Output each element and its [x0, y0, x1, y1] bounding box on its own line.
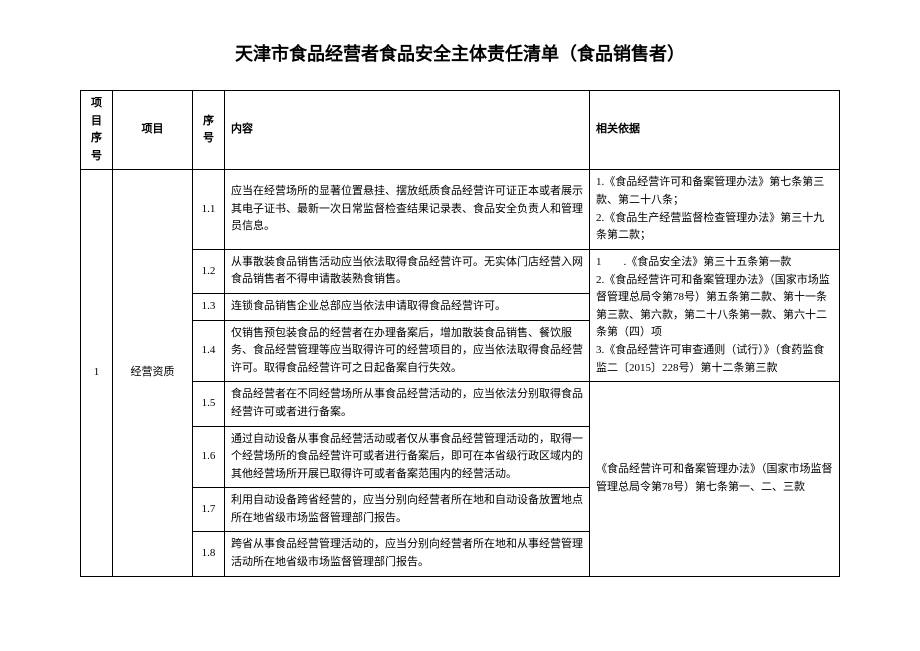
table-row: 1 经营资质 1.1 应当在经营场所的显著位置悬挂、摆放纸质食品经营许可证正本或…	[81, 170, 840, 249]
cell-basis: 1.《食品经营许可和备案管理办法》第七条第三款、第二十八条； 2.《食品生产经营…	[590, 170, 840, 249]
responsibility-table: 项目序号 项目 序号 内容 相关依据 1 经营资质 1.1 应当在经营场所的显著…	[80, 90, 840, 577]
col-content: 内容	[225, 91, 590, 170]
table-row: 1.5 食品经营者在不同经营场所从事食品经营活动的，应当依法分别取得食品经营许可…	[81, 382, 840, 426]
cell-content: 食品经营者在不同经营场所从事食品经营活动的，应当依法分别取得食品经营许可或者进行…	[225, 382, 590, 426]
cell-proj-no: 1	[81, 170, 113, 576]
cell-content: 跨省从事食品经营管理活动的，应当分别向经营者所在地和从事经营管理活动所在地省级市…	[225, 532, 590, 576]
cell-seq: 1.7	[193, 488, 225, 532]
cell-seq: 1.6	[193, 426, 225, 488]
cell-proj: 经营资质	[113, 170, 193, 576]
cell-content: 利用自动设备跨省经营的，应当分别向经营者所在地和自动设备放置地点所在地省级市场监…	[225, 488, 590, 532]
col-basis: 相关依据	[590, 91, 840, 170]
table-row: 1.2 从事散装食品销售活动应当依法取得食品经营许可。无实体门店经营入网食品销售…	[81, 249, 840, 293]
col-proj: 项目	[113, 91, 193, 170]
cell-content: 通过自动设备从事食品经营活动或者仅从事食品经营管理活动的，取得一个经营场所的食品…	[225, 426, 590, 488]
cell-seq: 1.8	[193, 532, 225, 576]
cell-content: 连锁食品销售企业总部应当依法申请取得食品经营许可。	[225, 293, 590, 320]
cell-seq: 1.1	[193, 170, 225, 249]
table-header-row: 项目序号 项目 序号 内容 相关依据	[81, 91, 840, 170]
cell-content: 仅销售预包装食品的经营者在办理备案后，增加散装食品销售、餐饮服务、食品经营管理等…	[225, 320, 590, 382]
cell-basis: 1 .《食品安全法》第三十五条第一款 2.《食品经营许可和备案管理办法》（国家市…	[590, 249, 840, 382]
col-proj-no: 项目序号	[81, 91, 113, 170]
col-seq: 序号	[193, 91, 225, 170]
cell-seq: 1.3	[193, 293, 225, 320]
cell-basis: 《食品经营许可和备案管理办法》（国家市场监督管理总局令第78号）第七条第一、二、…	[590, 382, 840, 576]
cell-content: 应当在经营场所的显著位置悬挂、摆放纸质食品经营许可证正本或者展示其电子证书、最新…	[225, 170, 590, 249]
page-title: 天津市食品经营者食品安全主体责任清单（食品销售者）	[80, 40, 840, 66]
cell-content: 从事散装食品销售活动应当依法取得食品经营许可。无实体门店经营入网食品销售者不得申…	[225, 249, 590, 293]
cell-seq: 1.2	[193, 249, 225, 293]
cell-seq: 1.5	[193, 382, 225, 426]
cell-seq: 1.4	[193, 320, 225, 382]
